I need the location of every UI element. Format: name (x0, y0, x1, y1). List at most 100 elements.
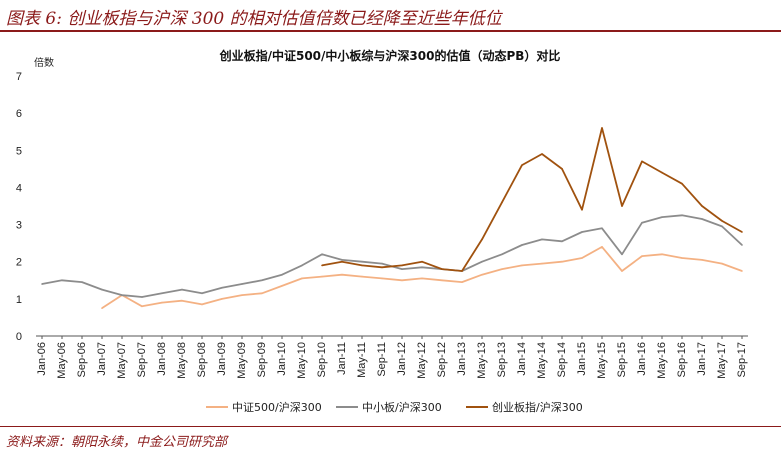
data-point (141, 305, 143, 308)
data-point (641, 221, 643, 224)
data-point (321, 253, 323, 256)
y-tick-label: 6 (16, 108, 22, 120)
data-point (441, 268, 443, 270)
data-point (701, 259, 703, 261)
data-point (421, 277, 423, 280)
data-point (381, 277, 383, 280)
data-point (721, 225, 723, 228)
data-point (41, 283, 43, 285)
y-tick-label: 7 (16, 71, 22, 83)
x-tick-label: May-08 (176, 342, 188, 379)
data-point (341, 260, 343, 263)
data-point (81, 281, 83, 283)
data-point (341, 273, 343, 276)
data-point (441, 279, 443, 282)
data-point (581, 231, 583, 233)
data-point (121, 294, 123, 296)
data-point (561, 240, 563, 243)
data-point (621, 253, 623, 256)
data-point (321, 275, 323, 278)
series-layer (41, 127, 743, 309)
x-tick-label: Jan-15 (576, 342, 588, 376)
x-tick-label: May-14 (536, 342, 548, 379)
x-tick-label: Jan-16 (636, 342, 648, 376)
data-point (521, 164, 523, 166)
data-point (601, 246, 603, 248)
x-tick-label: May-11 (356, 342, 368, 378)
figure-title: 图表 6: 创业板指与沪深 300 的相对估值倍数已经降至近些年低位 (6, 9, 502, 29)
data-point (481, 260, 483, 263)
data-point (181, 299, 183, 302)
data-point (261, 279, 263, 282)
data-point (641, 255, 643, 257)
data-point (681, 257, 683, 259)
data-point (361, 275, 363, 278)
x-tick-label: May-07 (116, 342, 128, 379)
data-point (181, 288, 183, 291)
data-point (621, 270, 623, 272)
series-line-1 (41, 214, 743, 298)
x-tick-label: May-15 (596, 342, 608, 379)
x-tick-label: Sep-13 (496, 342, 508, 377)
legend-label: 中证500/沪深300 (232, 400, 322, 414)
y-tick-label: 5 (16, 145, 22, 157)
data-point (561, 260, 563, 263)
data-point (401, 268, 403, 270)
data-point (361, 260, 363, 263)
data-point (421, 266, 423, 269)
x-tick-label: Jan-08 (156, 342, 168, 376)
data-point (741, 231, 743, 233)
y-tick-label: 3 (16, 220, 22, 232)
data-point (561, 168, 563, 170)
data-point (661, 171, 663, 174)
x-tick-label: Jan-12 (396, 342, 408, 376)
data-point (601, 227, 603, 230)
data-point (221, 286, 223, 289)
data-point (241, 283, 243, 285)
x-tick-label: May-17 (716, 342, 728, 379)
data-point (461, 281, 463, 283)
data-point (481, 273, 483, 276)
data-point (461, 270, 463, 272)
series-line-0 (101, 246, 743, 309)
data-point (401, 279, 403, 282)
data-point (381, 262, 383, 265)
y-tick-label: 1 (16, 294, 22, 306)
chart-title: 创业板指/中证500/中小板综与沪深300的估值（动态PB）对比 (219, 48, 561, 63)
data-point (341, 259, 343, 261)
x-tick-label: Sep-10 (316, 342, 328, 377)
x-tick-label: Sep-09 (256, 342, 268, 377)
data-point (281, 285, 283, 287)
data-point (381, 266, 383, 269)
x-tick-label: Sep-17 (736, 342, 748, 377)
data-point (321, 264, 323, 267)
data-point (101, 288, 103, 291)
x-tick-label: Jan-09 (216, 342, 228, 376)
data-point (361, 264, 363, 267)
data-point (201, 292, 203, 295)
legend: 中证500/沪深300 中小板/沪深300 创业板指/沪深300 (206, 400, 583, 414)
data-point (741, 270, 743, 272)
data-point (281, 273, 283, 276)
data-point (581, 208, 583, 211)
data-point (621, 205, 623, 207)
data-point (101, 307, 103, 309)
y-axis-label: 倍数 (34, 56, 54, 69)
data-point (221, 298, 223, 300)
x-tick-label: May-10 (296, 342, 308, 379)
x-tick-label: May-06 (56, 342, 68, 379)
y-tick-label: 4 (16, 182, 22, 194)
data-point (701, 205, 703, 207)
data-point (501, 253, 503, 256)
x-tick-label: Sep-15 (616, 342, 628, 377)
legend-label: 创业板指/沪深300 (492, 400, 583, 414)
x-tick-label: Sep-16 (676, 342, 688, 377)
data-point (661, 253, 663, 256)
data-point (501, 268, 503, 270)
data-point (421, 260, 423, 263)
data-point (61, 279, 63, 282)
x-tick-label: Sep-06 (76, 342, 88, 377)
x-tick-label: Jan-17 (696, 342, 708, 376)
data-point (301, 277, 303, 280)
x-tick-label: Sep-07 (136, 342, 148, 377)
